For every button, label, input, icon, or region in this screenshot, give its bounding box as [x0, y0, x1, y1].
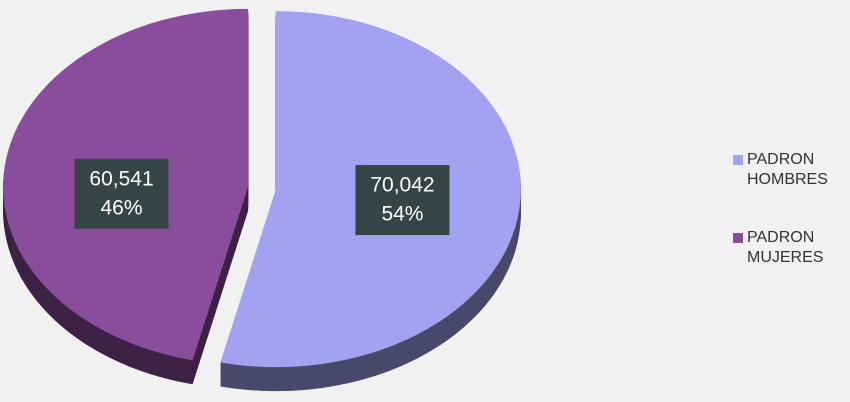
legend-swatch [733, 155, 743, 165]
legend-swatch [733, 233, 743, 243]
data-label: 60,541 [89, 167, 153, 190]
data-label-box [355, 165, 450, 236]
legend-label: PADRON HOMBRES [747, 151, 828, 188]
data-label: 54% [381, 203, 423, 226]
data-label-box [74, 158, 169, 229]
legend-label: PADRON MUJERES [747, 229, 824, 266]
legend-item: PADRON MUJERES [733, 228, 843, 268]
data-label: 70,042 [370, 174, 434, 197]
data-label: 46% [101, 196, 143, 219]
legend-item: PADRON HOMBRES [733, 150, 843, 190]
